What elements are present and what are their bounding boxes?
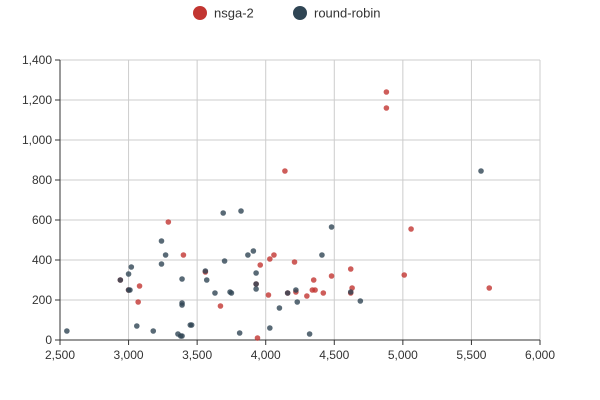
x-tick-label: 5,000 [388, 348, 418, 362]
data-point-nsga-2[interactable] [310, 277, 317, 283]
data-point-nsga-2[interactable] [328, 273, 335, 279]
data-point-nsga-2[interactable] [486, 285, 493, 291]
x-tick-label: 6,000 [525, 348, 555, 362]
y-tick-label: 400 [32, 253, 52, 267]
data-point-round-robin[interactable] [357, 298, 364, 304]
y-tick-label: 1,000 [22, 133, 52, 147]
axes [55, 59, 541, 345]
data-point-nsga-2[interactable] [320, 290, 327, 296]
data-point-round-robin[interactable] [150, 328, 157, 334]
data-point-round-robin[interactable] [284, 290, 291, 296]
data-point-round-robin[interactable] [179, 276, 185, 282]
data-point-round-robin[interactable] [228, 290, 235, 296]
data-point-round-robin[interactable] [203, 277, 210, 283]
data-point-nsga-2[interactable] [180, 252, 187, 258]
data-point-round-robin[interactable] [245, 252, 251, 258]
data-point-nsga-2[interactable] [254, 335, 261, 341]
data-point-round-robin[interactable] [127, 287, 133, 293]
data-point-round-robin[interactable] [162, 252, 169, 258]
data-point-nsga-2[interactable] [347, 266, 354, 272]
data-point-round-robin[interactable] [134, 323, 140, 329]
grid-lines [60, 59, 541, 340]
data-point-nsga-2[interactable] [267, 256, 273, 262]
data-point-nsga-2[interactable] [165, 219, 172, 225]
y-tick-label: 1,400 [22, 53, 52, 67]
data-point-nsga-2[interactable] [217, 303, 224, 309]
data-point-nsga-2[interactable] [401, 272, 408, 278]
y-tick-label: 600 [32, 213, 52, 227]
data-point-nsga-2[interactable] [304, 293, 310, 299]
x-tick-label: 5,500 [456, 348, 486, 362]
data-point-round-robin[interactable] [267, 325, 273, 331]
data-point-round-robin[interactable] [202, 268, 209, 274]
data-point-round-robin[interactable] [253, 270, 259, 276]
data-point-nsga-2[interactable] [265, 292, 272, 298]
data-point-nsga-2[interactable] [257, 262, 264, 268]
legend-marker-round-robin[interactable] [293, 6, 307, 20]
data-point-round-robin[interactable] [158, 261, 165, 267]
x-tick-label: 3,000 [114, 348, 144, 362]
data-point-round-robin[interactable] [125, 271, 132, 277]
data-point-round-robin[interactable] [347, 289, 354, 295]
data-point-nsga-2[interactable] [383, 89, 390, 95]
data-point-nsga-2[interactable] [271, 252, 277, 258]
data-point-nsga-2[interactable] [135, 299, 141, 305]
data-point-round-robin[interactable] [276, 305, 283, 311]
data-point-round-robin[interactable] [293, 287, 299, 293]
y-tick-label: 200 [32, 293, 52, 307]
data-point-round-robin[interactable] [128, 264, 135, 270]
y-tick-label: 1,200 [22, 93, 52, 107]
data-point-round-robin[interactable] [179, 333, 185, 339]
data-point-round-robin[interactable] [253, 286, 259, 292]
data-point-nsga-2[interactable] [408, 226, 414, 232]
data-point-round-robin[interactable] [179, 300, 185, 306]
data-point-nsga-2[interactable] [136, 283, 143, 289]
data-point-round-robin[interactable] [212, 290, 218, 296]
data-point-round-robin[interactable] [64, 328, 70, 334]
data-point-round-robin[interactable] [158, 238, 165, 244]
x-tick-label: 4,000 [251, 348, 281, 362]
data-point-round-robin[interactable] [319, 252, 325, 258]
x-tick-label: 4,500 [319, 348, 349, 362]
data-point-round-robin[interactable] [221, 258, 228, 264]
y-tick-label: 800 [32, 173, 52, 187]
data-point-round-robin[interactable] [188, 322, 195, 328]
data-point-round-robin[interactable] [117, 277, 124, 283]
data-points [64, 89, 493, 341]
data-point-round-robin[interactable] [238, 208, 244, 214]
x-tick-label: 3,500 [182, 348, 212, 362]
data-point-round-robin[interactable] [328, 224, 335, 230]
data-point-round-robin[interactable] [253, 281, 259, 287]
data-point-round-robin[interactable] [236, 330, 243, 336]
data-point-round-robin[interactable] [220, 210, 226, 216]
x-tick-label: 2,500 [45, 348, 75, 362]
data-point-round-robin[interactable] [250, 248, 257, 254]
data-point-round-robin[interactable] [294, 299, 301, 305]
data-point-nsga-2[interactable] [291, 259, 298, 265]
data-point-round-robin[interactable] [306, 331, 313, 337]
data-point-nsga-2[interactable] [312, 287, 318, 293]
data-point-round-robin[interactable] [478, 168, 484, 174]
legend: nsga-2 round-robin [193, 6, 381, 21]
y-tick-label: 0 [45, 333, 52, 347]
data-point-nsga-2[interactable] [383, 105, 390, 111]
legend-label-nsga-2[interactable]: nsga-2 [214, 6, 254, 21]
legend-marker-nsga-2[interactable] [193, 6, 207, 20]
tick-labels: 2,500 3,000 3,500 4,000 4,500 5,000 5,500 6,000… [22, 53, 555, 362]
data-point-nsga-2[interactable] [282, 168, 288, 174]
legend-label-round-robin[interactable]: round-robin [314, 6, 381, 21]
